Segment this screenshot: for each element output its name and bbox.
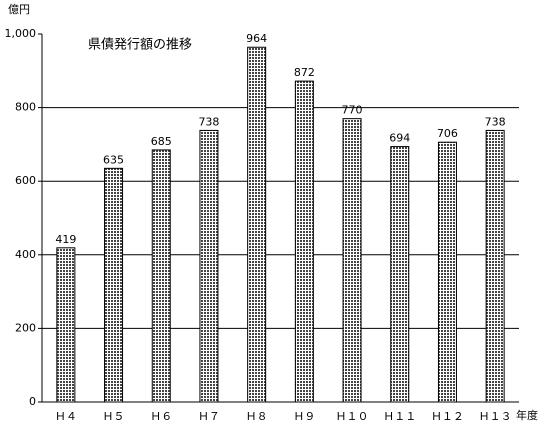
x-tick-label: Ｈ１２	[431, 410, 464, 423]
y-tick-label: 200	[15, 321, 36, 334]
x-tick-label: Ｈ５	[103, 410, 125, 423]
bar	[390, 146, 410, 403]
data-label: 964	[246, 32, 267, 45]
x-tick-label: Ｈ１３	[479, 410, 512, 423]
bar	[342, 118, 362, 403]
bar	[294, 80, 314, 403]
data-label: 872	[294, 66, 315, 79]
data-label: 635	[103, 153, 124, 166]
bar	[151, 149, 171, 403]
y-axis-unit: 億円	[8, 3, 30, 16]
data-label: 738	[198, 115, 219, 128]
y-tick-label: 600	[15, 174, 36, 187]
x-tick-label: Ｈ７	[198, 410, 220, 423]
bar	[437, 141, 457, 403]
bar	[485, 129, 505, 403]
chart-title: 県債発行額の推移	[88, 38, 192, 53]
x-tick-label: Ｈ４	[55, 410, 77, 423]
data-label: 419	[55, 233, 76, 246]
x-tick-label: Ｈ１０	[336, 410, 369, 423]
x-tick-label: Ｈ６	[150, 410, 172, 423]
data-label: 694	[389, 132, 410, 145]
y-tick-label: 400	[15, 248, 36, 261]
y-tick-label: 0	[29, 395, 36, 408]
bar	[247, 46, 267, 403]
data-label: 770	[342, 104, 363, 117]
x-tick-label: Ｈ８	[246, 410, 268, 423]
x-tick-label: Ｈ１１	[383, 410, 416, 423]
data-label: 685	[151, 135, 172, 148]
x-axis-label: 年度	[516, 408, 538, 422]
bar	[104, 167, 124, 403]
x-tick-label: Ｈ９	[293, 410, 315, 423]
y-tick-label: 800	[15, 101, 36, 114]
bar	[56, 247, 76, 403]
data-label: 738	[485, 115, 506, 128]
bar	[199, 129, 219, 403]
data-label: 706	[437, 127, 458, 140]
y-tick-label: 1,000	[5, 27, 37, 40]
